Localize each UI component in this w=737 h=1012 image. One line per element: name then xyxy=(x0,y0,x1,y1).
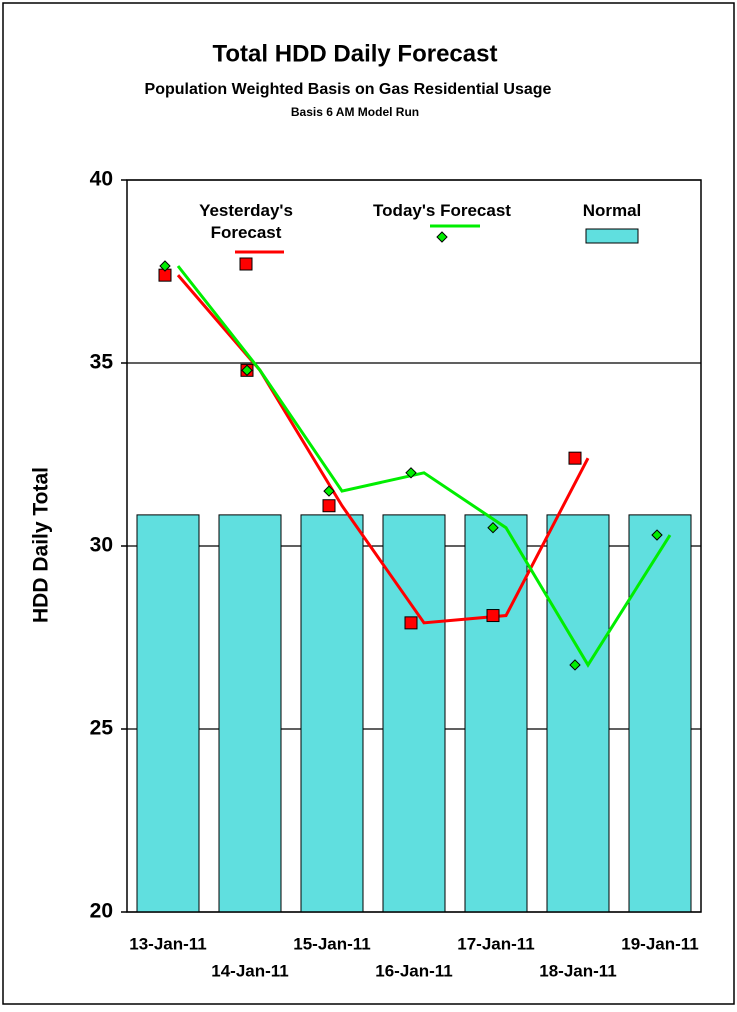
point xyxy=(322,499,336,513)
bar xyxy=(218,514,282,913)
series-line xyxy=(176,265,672,668)
plot-border xyxy=(126,179,702,913)
y-tick-label: 20 xyxy=(90,900,113,923)
x-tick-label: 14-Jan-11 xyxy=(211,961,289,980)
y-axis-label: HDD Daily Total xyxy=(30,467,53,623)
bar xyxy=(628,514,692,913)
point xyxy=(241,364,253,377)
chart-title: Total HDD Daily Forecast xyxy=(213,40,498,67)
chart-note: Basis 6 AM Model Run xyxy=(291,105,419,119)
point xyxy=(404,616,418,630)
bar xyxy=(546,514,610,913)
point xyxy=(487,521,499,534)
x-tick-label: 18-Jan-11 xyxy=(539,961,617,980)
lines xyxy=(158,260,672,671)
bar xyxy=(300,514,364,913)
legend-item: Yesterday's Forecast xyxy=(199,201,293,242)
axes: 20 25 30 35 40 13-Jan-1114-Jan-1115-Jan-1116-… xyxy=(90,168,702,980)
bar xyxy=(464,514,528,913)
y-tick-label: 35 xyxy=(90,351,114,374)
legend-item: Normal xyxy=(582,201,642,220)
chart-subtitle: Population Weighted Basis on Gas Residen… xyxy=(145,81,552,98)
x-tick-label: 16-Jan-11 xyxy=(375,961,453,980)
y-tick-label: 25 xyxy=(90,717,114,740)
legend-marker xyxy=(436,231,448,243)
legend-marker xyxy=(239,257,253,271)
bar xyxy=(136,514,200,913)
point xyxy=(486,609,500,623)
point xyxy=(323,485,335,497)
x-tick-label: 17-Jan-11 xyxy=(457,934,535,953)
x-tick-label: 13-Jan-11 xyxy=(129,934,207,953)
legend-label: Yesterday's Forecast xyxy=(199,201,293,242)
point xyxy=(405,467,417,479)
y-tick-label: 30 xyxy=(90,534,113,557)
legend-label: Today's Forecast xyxy=(373,201,511,220)
point xyxy=(569,659,581,671)
point xyxy=(651,529,663,541)
legend-item: Today's Forecast xyxy=(373,201,511,220)
x-tick-label: 19-Jan-11 xyxy=(621,934,699,953)
legend: Yesterday's Forecast Today's Forecast Norm… xyxy=(199,201,642,271)
point xyxy=(159,260,171,272)
legend-label: Normal xyxy=(582,201,642,220)
point xyxy=(568,451,582,465)
bars xyxy=(136,514,692,913)
legend-swatch xyxy=(585,228,639,244)
bar xyxy=(382,514,446,913)
y-tick-label: 40 xyxy=(90,168,113,191)
x-tick-label: 15-Jan-11 xyxy=(293,934,371,953)
